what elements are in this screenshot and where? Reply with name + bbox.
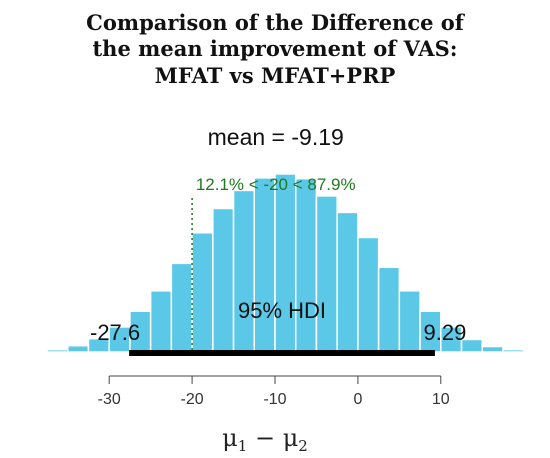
histogram-bar — [377, 266, 401, 353]
histogram-bar — [170, 262, 193, 353]
histogram-bar — [25, 350, 48, 353]
comparison-annotation: 12.1% < -20 < 87.9% — [196, 175, 356, 194]
histogram-bar — [274, 173, 297, 353]
histogram-bar — [315, 195, 338, 353]
histogram-bar — [66, 344, 90, 353]
histogram-bar — [481, 345, 504, 353]
hdi-high-label: 9.29 — [424, 320, 467, 345]
chart-title: Comparison of the Difference of the mean… — [86, 10, 466, 88]
histogram-bar — [502, 348, 525, 353]
x-axis-label: μ1 − μ2 — [222, 424, 308, 455]
histogram-bar — [46, 348, 69, 353]
x-tick-label: 10 — [432, 391, 450, 408]
x-label-sub-2: 2 — [298, 437, 308, 455]
x-label-mu-2: μ — [283, 424, 299, 452]
histogram-bar — [253, 177, 276, 353]
hdi-low-label: -27.6 — [90, 320, 140, 345]
title-line-2: the mean improvement of VAS: — [92, 36, 457, 61]
histogram-bar — [336, 211, 359, 353]
x-axis: -30 -20 -10 0 10 — [98, 375, 450, 408]
x-label-mu-1: μ — [222, 424, 238, 452]
x-tick-label: -10 — [263, 391, 286, 408]
histogram-bar — [212, 207, 235, 353]
histogram-bar — [232, 189, 256, 353]
x-tick-label: -20 — [181, 391, 204, 408]
histogram-bar — [294, 177, 318, 353]
histogram-bar — [149, 290, 173, 353]
histogram-bar — [191, 232, 214, 353]
x-tick-label: 0 — [353, 391, 362, 408]
x-tick-label: -30 — [98, 391, 121, 408]
title-line-3: MFAT vs MFAT+PRP — [155, 63, 396, 88]
histogram-bar — [357, 236, 380, 353]
mean-annotation: mean = -9.19 — [208, 124, 344, 150]
title-line-1: Comparison of the Difference of — [86, 10, 466, 35]
x-label-minus: − — [247, 424, 282, 452]
x-label-sub-1: 1 — [238, 437, 248, 455]
histogram-bar — [398, 290, 421, 353]
hdi-label: 95% HDI — [238, 298, 326, 323]
histogram-bar — [460, 338, 484, 353]
